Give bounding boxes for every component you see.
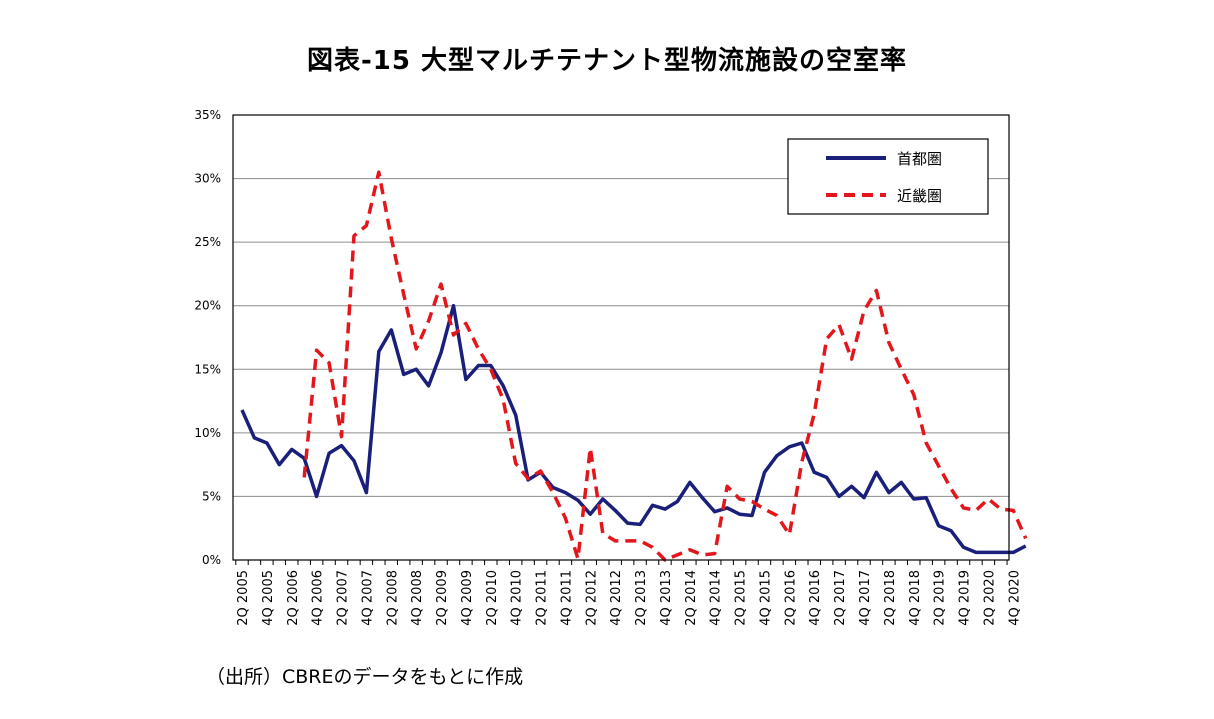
legend-label-series-0: 首都圏 — [897, 150, 942, 168]
legend-label-series-1: 近畿圏 — [897, 187, 942, 205]
x-tick-label: 2Q 2013 — [634, 570, 649, 626]
x-tick-label: 4Q 2005 — [261, 570, 276, 626]
x-tick-label: 2Q 2015 — [734, 570, 749, 626]
series-line-1 — [302, 170, 1028, 562]
x-tick-label: 2Q 2017 — [833, 570, 848, 626]
legend: 首都圏 近畿圏 — [787, 138, 989, 215]
x-tick-label: 4Q 2010 — [510, 570, 525, 626]
y-tick-label: 10% — [194, 426, 221, 440]
x-tick-label: 4Q 2017 — [858, 570, 873, 626]
x-tick-label: 2Q 2016 — [783, 570, 798, 626]
y-tick-label: 5% — [202, 489, 221, 503]
y-tick-label: 20% — [194, 299, 221, 313]
series-lines — [240, 170, 1028, 562]
x-tick-label: 2Q 2009 — [435, 570, 450, 626]
x-tick-label: 2Q 2014 — [684, 570, 699, 626]
x-tick-label: 2Q 2011 — [535, 570, 550, 626]
x-tick-label: 4Q 2014 — [709, 570, 724, 626]
x-tick-label: 4Q 2006 — [311, 570, 326, 626]
x-tick-label: 4Q 2015 — [758, 570, 773, 626]
y-tick-label: 25% — [194, 235, 221, 249]
chart-title: 図表-15 大型マルチテナント型物流施設の空室率 — [306, 46, 908, 76]
y-axis-ticks: 0% 5% 10% 15% 20% 25% 30% 35% — [194, 108, 221, 567]
x-tick-label: 4Q 2013 — [659, 570, 674, 626]
x-tick-label: 2Q 2010 — [485, 570, 500, 626]
y-tick-label: 15% — [194, 362, 221, 376]
x-tick-label: 4Q 2007 — [360, 570, 375, 626]
x-tick-label: 4Q 2019 — [958, 570, 973, 626]
x-tick-label: 2Q 2006 — [286, 570, 301, 626]
x-tick-label: 2Q 2012 — [584, 570, 599, 626]
x-axis-ticks: 2Q 2005 4Q 2005 2Q 2006 4Q 2006 2Q 2007 4Q 20… — [235, 560, 1022, 626]
x-tick-label: 2Q 2018 — [883, 570, 898, 626]
x-tick-label: 2Q 2008 — [385, 570, 400, 626]
source-note: （出所）CBREのデータをもとに作成 — [206, 666, 524, 688]
y-tick-label: 0% — [202, 553, 221, 567]
x-tick-label: 4Q 2016 — [808, 570, 823, 626]
x-tick-label: 4Q 2011 — [559, 570, 574, 626]
series-line-0 — [240, 303, 1027, 555]
y-tick-label: 30% — [194, 172, 221, 186]
legend-box — [787, 138, 989, 215]
grid-lines — [233, 178, 1009, 497]
x-tick-label: 2Q 2007 — [336, 570, 351, 626]
x-tick-label: 2Q 2005 — [236, 570, 251, 626]
x-tick-label: 4Q 2018 — [908, 570, 923, 626]
x-tick-label: 4Q 2020 — [1007, 570, 1022, 626]
x-tick-label: 4Q 2012 — [609, 570, 624, 626]
x-tick-label: 2Q 2019 — [933, 570, 948, 626]
x-tick-label: 4Q 2008 — [410, 570, 425, 626]
x-tick-label: 2Q 2020 — [982, 570, 997, 626]
y-tick-label: 35% — [194, 108, 221, 122]
x-tick-label: 4Q 2009 — [460, 570, 475, 626]
